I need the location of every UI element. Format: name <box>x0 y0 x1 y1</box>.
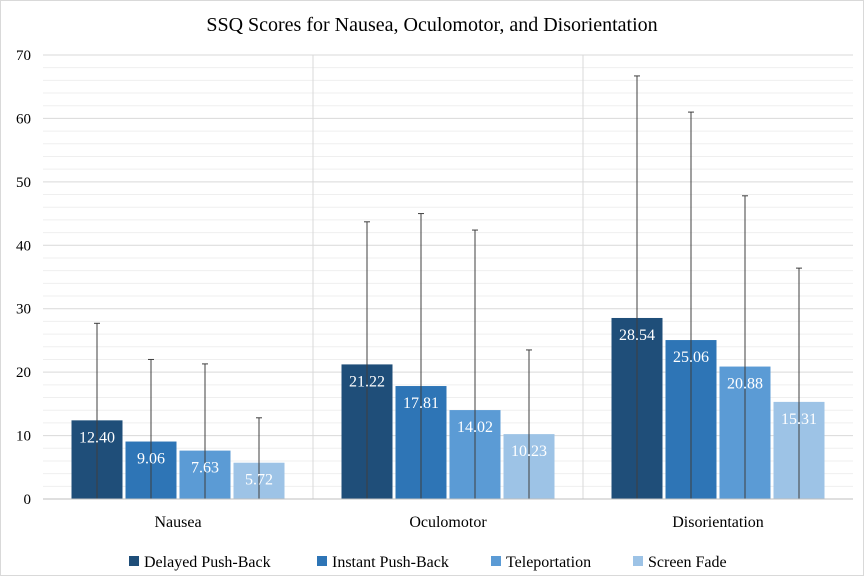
data-label: 25.06 <box>673 349 709 366</box>
legend-swatch <box>491 556 501 566</box>
x-tick-label: Disorientation <box>672 514 764 531</box>
chart-title: SSQ Scores for Nausea, Oculomotor, and D… <box>206 14 657 36</box>
legend-item: Delayed Push-Back <box>129 554 271 571</box>
data-label: 15.31 <box>781 411 817 428</box>
legend-label: Instant Push-Back <box>332 554 449 571</box>
y-tick-label: 40 <box>16 238 31 254</box>
y-tick-label: 0 <box>24 492 32 508</box>
y-tick-label: 50 <box>16 175 31 191</box>
legend-label: Delayed Push-Back <box>144 554 271 571</box>
axis-layer: 0 10 20 30 40 50 60 70 Nausea Oculomotor Disorient… <box>16 48 853 531</box>
y-tick-label: 30 <box>16 302 31 318</box>
data-label: 5.72 <box>245 472 273 489</box>
legend-label: Screen Fade <box>648 554 727 571</box>
legend: Delayed Push-Back Instant Push-Back Telepo… <box>129 554 727 571</box>
y-tick-label: 70 <box>16 48 31 64</box>
grid-layer <box>43 54 853 499</box>
legend-label: Teleportation <box>506 554 591 571</box>
data-label: 7.63 <box>191 460 219 477</box>
data-label: 12.40 <box>79 429 115 446</box>
data-label: 14.02 <box>457 419 493 436</box>
y-tick-label: 10 <box>16 429 31 445</box>
legend-item: Screen Fade <box>633 554 727 571</box>
y-tick-label: 60 <box>16 111 31 127</box>
legend-swatch <box>317 556 327 566</box>
legend-swatch <box>633 556 643 566</box>
legend-swatch <box>129 556 139 566</box>
y-tick-label: 20 <box>16 365 31 381</box>
x-tick-label: Nausea <box>154 514 201 531</box>
data-label: 9.06 <box>137 451 165 468</box>
data-label: 20.88 <box>727 376 763 393</box>
legend-item: Instant Push-Back <box>317 554 449 571</box>
legend-item: Teleportation <box>491 554 591 571</box>
data-label: 21.22 <box>349 373 385 390</box>
x-tick-label: Oculomotor <box>409 514 487 531</box>
bars-layer: 12.40 9.06 7.63 5.72 21.22 17.81 14.02 10.23 28.… <box>71 75 825 499</box>
data-label: 28.54 <box>619 327 655 344</box>
data-label: 10.23 <box>511 443 547 460</box>
data-label: 17.81 <box>403 395 439 412</box>
